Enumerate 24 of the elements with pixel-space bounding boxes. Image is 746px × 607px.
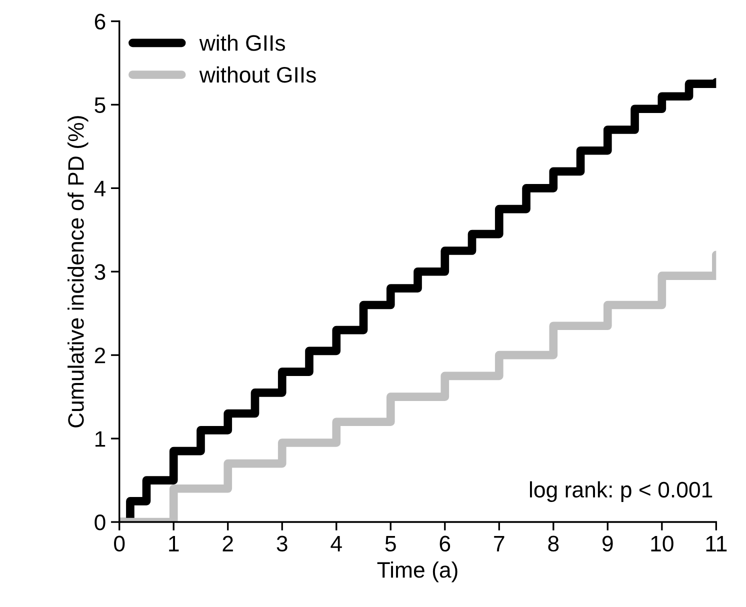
x-tick-label: 11 [706,536,727,552]
x-axis-title: Time (a) [377,561,458,582]
legend-label: without GIIs [199,66,316,83]
y-axis-title: Cumulative incidence of PD (%) [68,116,88,428]
y-tick-label: 5 [94,97,106,113]
y-tick-label: 3 [94,264,106,280]
x-tick-label: 3 [276,536,288,552]
y-tick-label: 0 [94,514,106,530]
x-tick-label: 10 [651,536,674,552]
x-tick-label: 1 [169,536,179,552]
y-tick-label: 6 [94,14,106,30]
y-tick-label: 1 [96,431,106,447]
x-tick-label: 7 [494,536,504,552]
annotation: log rank: p < 0.001 [530,481,712,502]
x-tick-label: 8 [548,536,559,552]
x-tick-label: 6 [440,536,450,552]
y-tick-label: 4 [94,180,106,196]
x-tick-label: 9 [602,536,613,552]
legend-label: with GIIs [199,34,285,51]
x-tick-label: 2 [222,536,233,552]
x-tick-label: 4 [330,536,342,552]
x-tick-label: 5 [385,536,396,552]
y-tick-label: 2 [94,348,106,364]
x-tick-label: 0 [114,536,125,552]
